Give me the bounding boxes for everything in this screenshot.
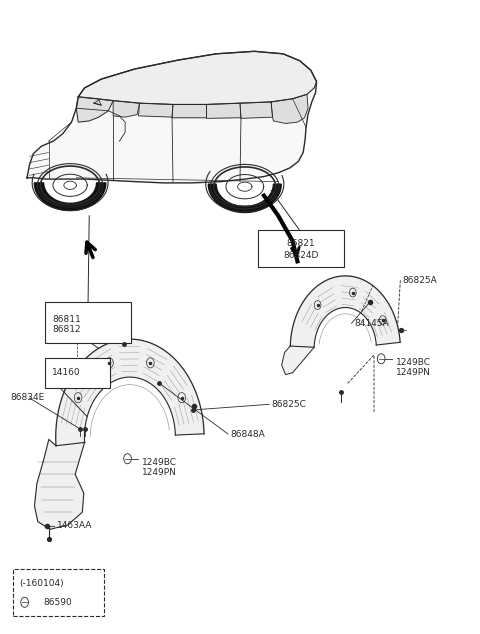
Polygon shape [282,346,314,375]
FancyBboxPatch shape [258,230,344,267]
Polygon shape [206,103,241,119]
Text: 86812: 86812 [52,325,81,334]
Polygon shape [240,102,273,119]
Polygon shape [271,94,308,124]
Polygon shape [290,276,400,347]
Polygon shape [208,184,281,212]
FancyBboxPatch shape [45,302,132,343]
Polygon shape [34,183,106,210]
Text: 86590: 86590 [44,598,72,607]
FancyBboxPatch shape [45,358,110,389]
Text: 1249PN: 1249PN [396,368,431,377]
Polygon shape [172,105,206,118]
Polygon shape [27,51,317,183]
FancyBboxPatch shape [12,569,104,616]
Text: 1249BC: 1249BC [396,358,431,367]
Polygon shape [78,51,317,105]
Text: (-160104): (-160104) [19,579,63,588]
Polygon shape [139,103,173,117]
Text: 1249PN: 1249PN [142,468,177,477]
Text: 1249BC: 1249BC [142,458,177,467]
Polygon shape [76,97,113,122]
Text: 14160: 14160 [52,368,81,377]
Polygon shape [113,101,140,117]
Text: 1463AA: 1463AA [57,521,93,530]
Polygon shape [56,339,204,446]
Text: 86825C: 86825C [272,400,306,409]
Text: 86825A: 86825A [403,276,437,285]
Text: 86821: 86821 [287,239,315,249]
Text: 86834E: 86834E [10,394,45,403]
Text: 86824D: 86824D [283,252,319,261]
Polygon shape [35,439,84,529]
Text: 84145A: 84145A [354,319,388,328]
Text: 86811: 86811 [52,315,81,324]
Text: 86848A: 86848A [230,429,265,439]
